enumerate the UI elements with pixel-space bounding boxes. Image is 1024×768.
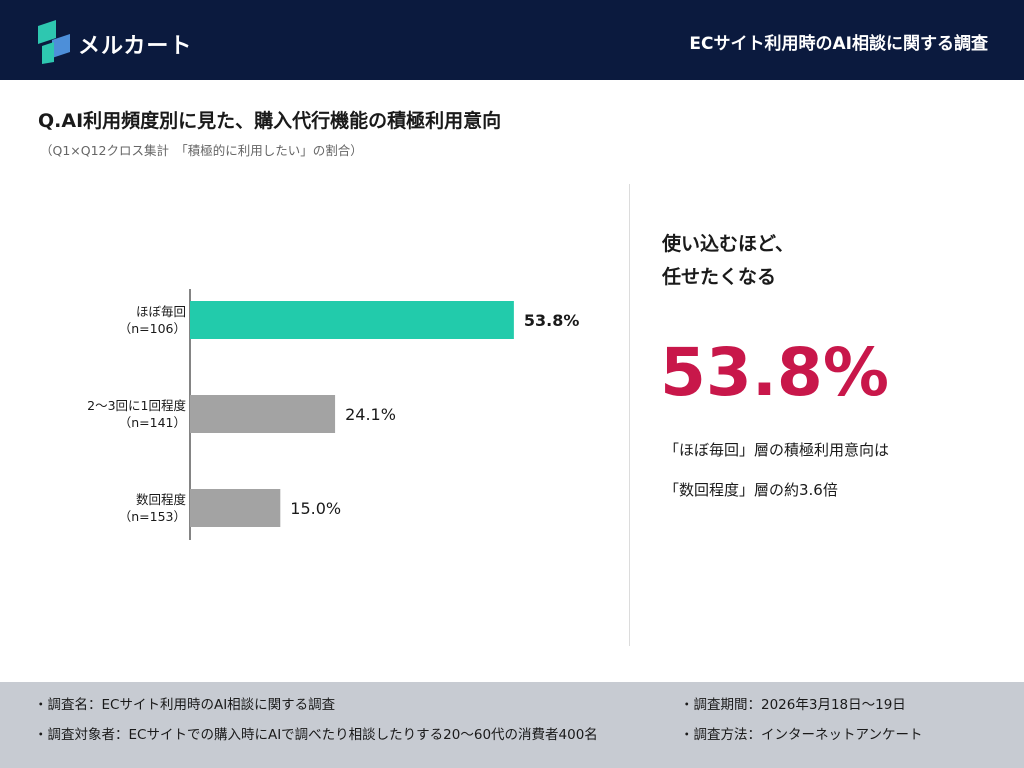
header-bar: メルカート ECサイト利用時のAI相談に関する調査 — [0, 0, 1024, 80]
category-n-label-0: （n=106） — [119, 321, 186, 336]
highlight-headline-line2: 任せたくなる — [662, 266, 777, 288]
footer-survey-period: ・調査期間：2026年3月18日〜19日 — [680, 697, 906, 713]
brand-logo-icon — [38, 20, 70, 64]
brand-name: メルカート — [78, 34, 193, 59]
highlight-value: 53.8% — [660, 334, 889, 411]
category-label-0: ほぼ毎回 — [136, 304, 186, 319]
category-label-1: 2〜3回に1回程度 — [87, 398, 186, 413]
footer-info: ・調査名：ECサイト利用時のAI相談に関する調査 ・調査対象者：ECサイトでの購… — [0, 682, 1024, 768]
highlight-note-line1: 「ほぼ毎回」層の積極利用意向は — [664, 441, 890, 459]
highlight-headline: 使い込むほど、 任せたくなる — [662, 228, 794, 294]
category-n-label-1: （n=141） — [119, 415, 186, 430]
vertical-divider — [629, 184, 630, 646]
bar-value-label-0: 53.8% — [524, 311, 580, 330]
highlight-headline-line1: 使い込むほど、 — [662, 233, 795, 255]
footer-survey-name: ・調査名：ECサイト利用時のAI相談に関する調査 — [34, 697, 336, 713]
footer-survey-target: ・調査対象者：ECサイトでの購入時にAIで調べたり相談したりする20〜60代の消… — [34, 727, 598, 743]
bar-chart: 53.8% ほぼ毎回 （n=106） 24.1% 2〜3回に1回程度 （n=141） 15.… — [87, 289, 580, 540]
category-n-label-2: （n=153） — [119, 509, 186, 524]
brand-logo[interactable]: メルカート — [34, 20, 191, 64]
bar-1 — [190, 395, 336, 433]
bar-2 — [190, 489, 281, 527]
survey-title: ECサイト利用時のAI相談に関する調査 — [689, 34, 988, 54]
bar-0 — [190, 301, 514, 339]
question-subtitle: （Q1×Q12クロス集計 「積極的に利用したい」の割合） — [40, 143, 363, 158]
bar-value-label-2: 15.0% — [290, 499, 341, 518]
bar-value-label-1: 24.1% — [345, 405, 396, 424]
footer-survey-method: ・調査方法：インターネットアンケート — [680, 727, 923, 743]
category-label-2: 数回程度 — [136, 492, 187, 507]
question-title: Q.AI利用頻度別に見た、購入代行機能の積極利用意向 — [38, 110, 502, 132]
highlight-note-line2: 「数回程度」層の約3.6倍 — [664, 481, 838, 499]
